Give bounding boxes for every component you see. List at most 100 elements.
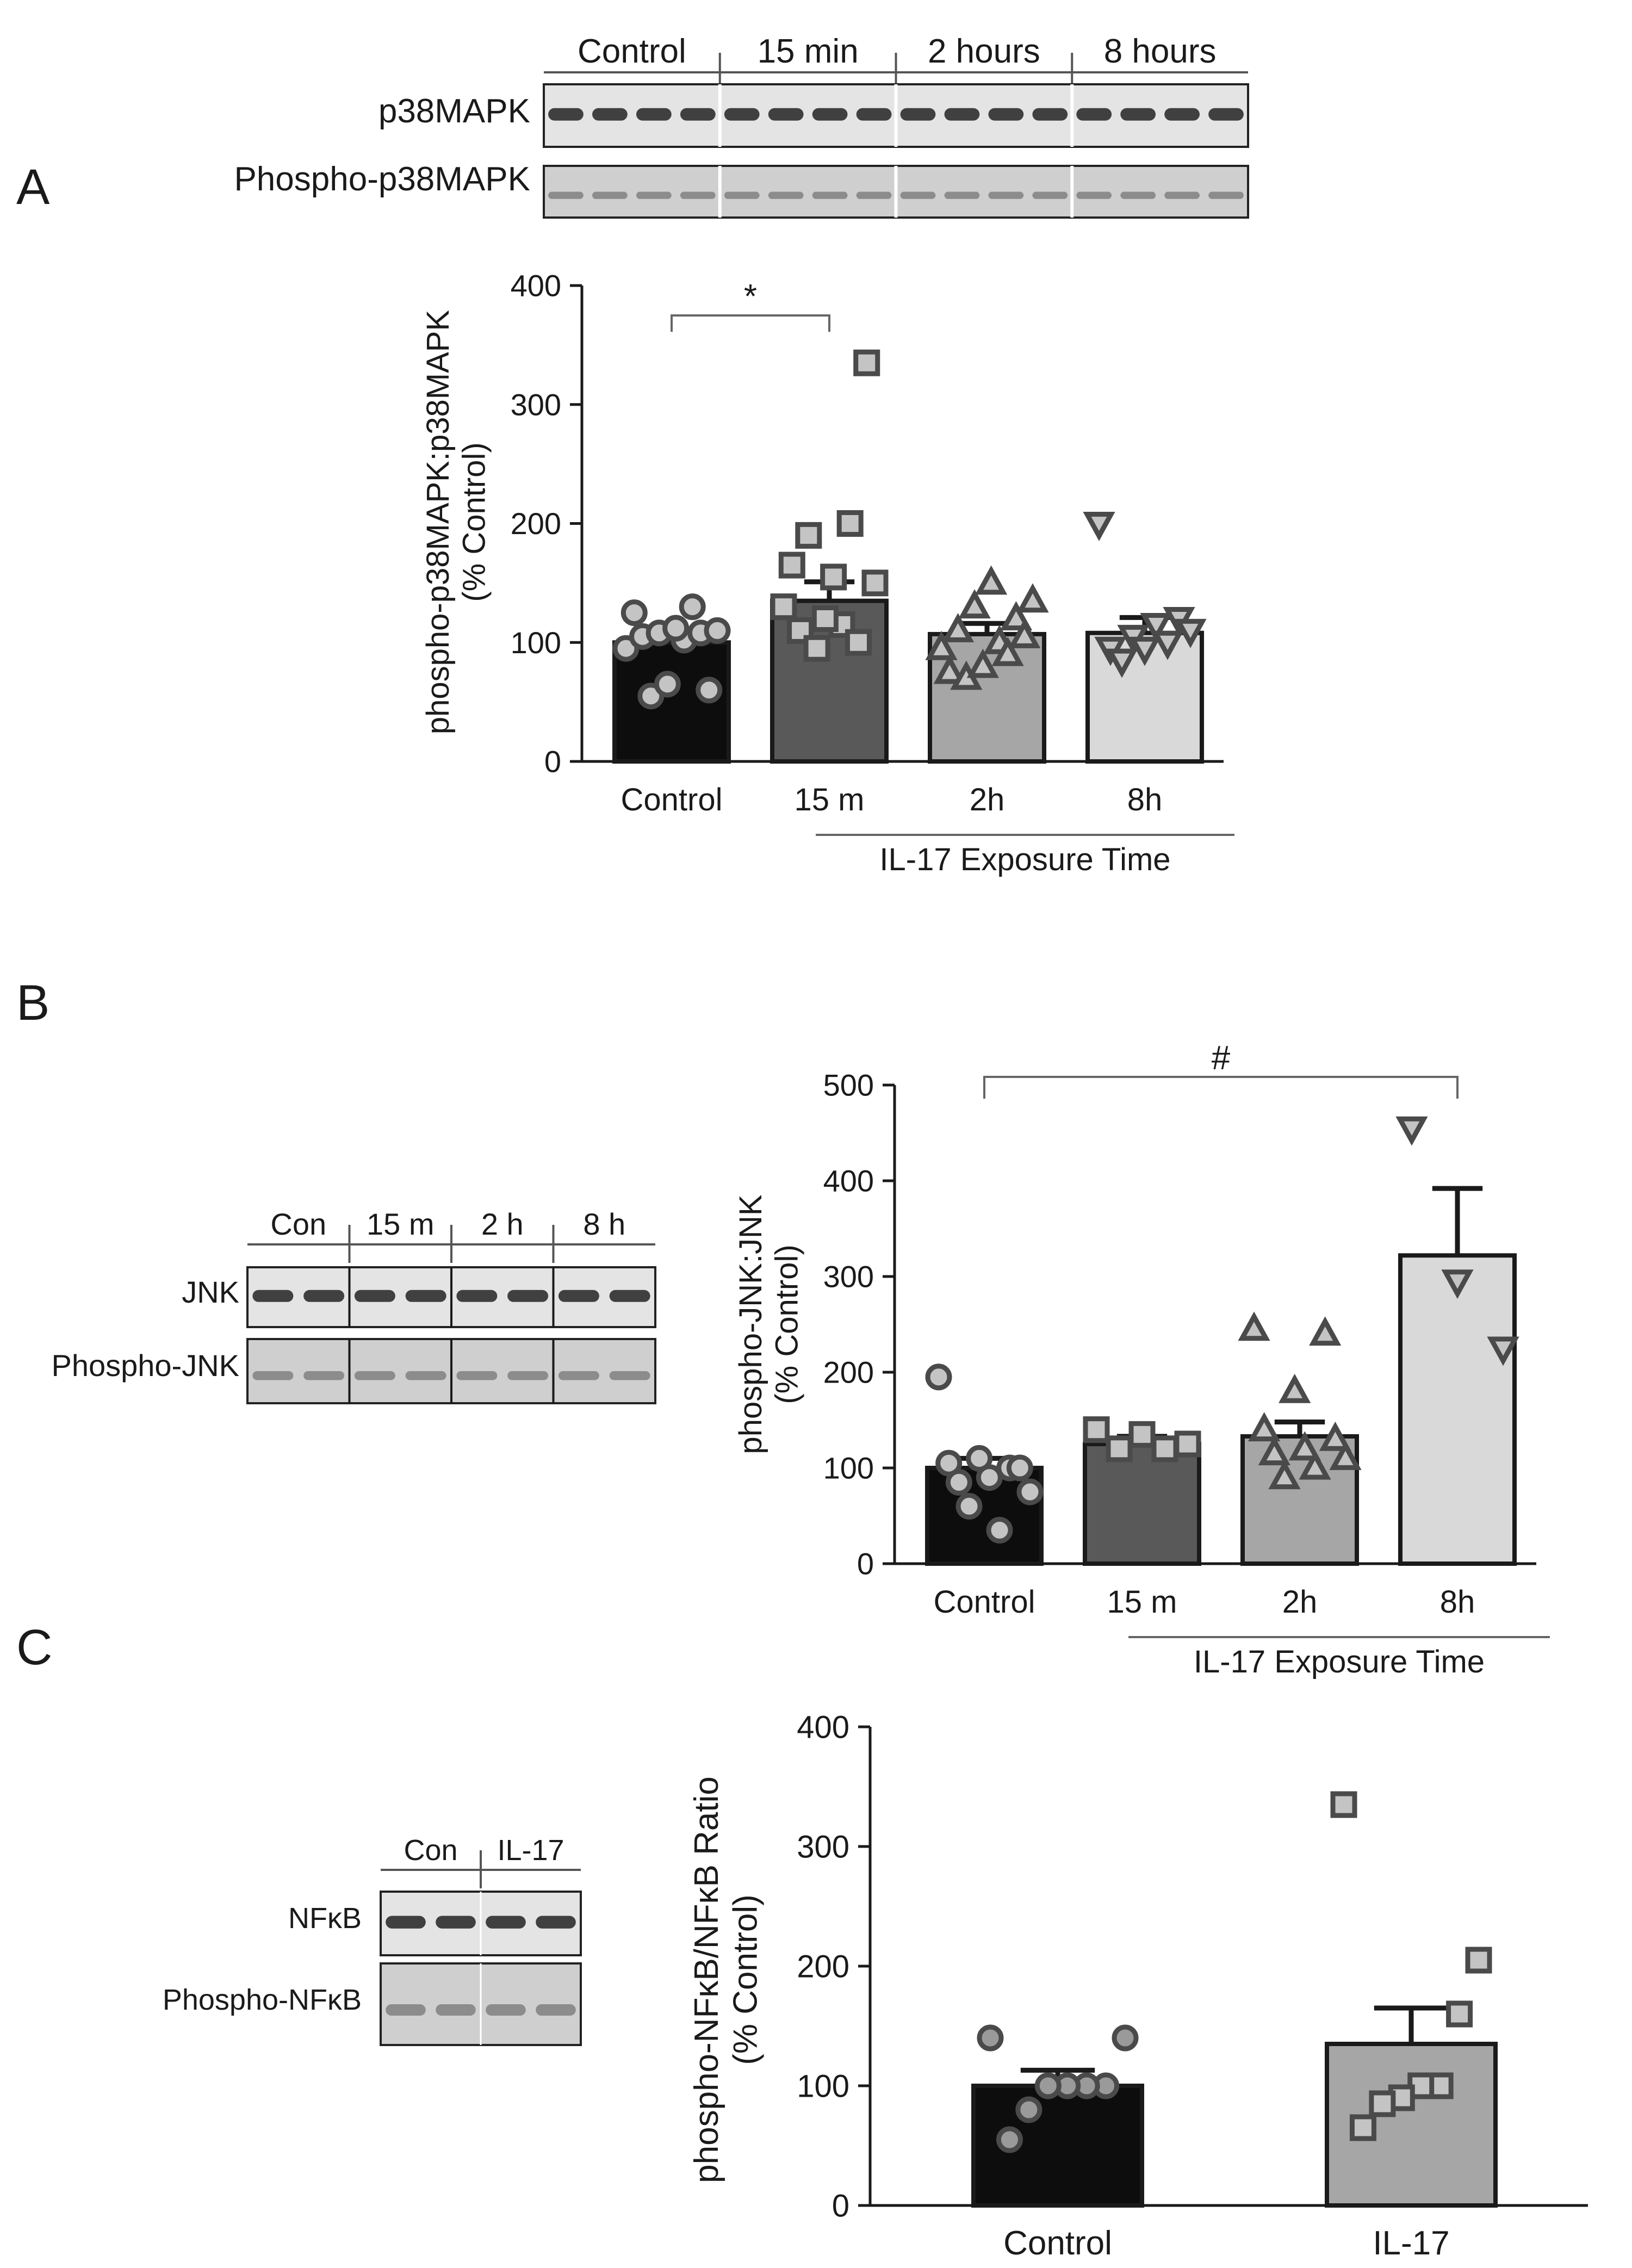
data-point bbox=[1238, 1311, 1270, 1341]
blot-band bbox=[436, 1916, 476, 1929]
data-point bbox=[1151, 1435, 1178, 1463]
data-point bbox=[795, 522, 822, 549]
data-point bbox=[1299, 1450, 1331, 1480]
data-point bbox=[1112, 2024, 1139, 2052]
blot-band bbox=[354, 1371, 395, 1380]
blot-band bbox=[1120, 191, 1156, 199]
blot-band bbox=[944, 108, 980, 121]
data-point bbox=[977, 2024, 1004, 2052]
data-point bbox=[1395, 1116, 1428, 1146]
data-point bbox=[1128, 636, 1161, 666]
data-point bbox=[1008, 618, 1041, 648]
blot-row-label: JNK bbox=[182, 1275, 239, 1309]
data-point bbox=[803, 635, 830, 662]
data-point bbox=[778, 551, 805, 579]
blot-band bbox=[507, 1290, 549, 1302]
x-tick-label: IL-17 bbox=[1373, 2224, 1449, 2262]
data-point bbox=[1083, 512, 1115, 541]
blot-group-label: IL-17 bbox=[497, 1834, 564, 1867]
data-point bbox=[1106, 1435, 1133, 1463]
blot-band bbox=[680, 108, 716, 121]
y-tick-label: 100 bbox=[797, 2068, 849, 2104]
data-point bbox=[941, 613, 975, 642]
data-point bbox=[925, 630, 958, 660]
exposure-bracket-label: IL-17 Exposure Time bbox=[879, 842, 1170, 877]
y-tick-label: 100 bbox=[511, 625, 561, 660]
blot-band bbox=[1076, 108, 1112, 121]
y-axis-label-line: (% Control) bbox=[770, 1244, 805, 1404]
data-point bbox=[704, 617, 731, 644]
significance-bracket bbox=[671, 314, 830, 332]
blot-band bbox=[548, 108, 584, 121]
blot-band bbox=[988, 191, 1024, 199]
blot-group-label: 2 hours bbox=[928, 33, 1040, 70]
blot-band bbox=[724, 108, 760, 121]
blot-band bbox=[548, 191, 584, 199]
data-point bbox=[1015, 2096, 1043, 2123]
y-tick-label: 0 bbox=[832, 2188, 849, 2223]
data-point bbox=[1446, 2000, 1473, 2028]
data-point bbox=[853, 349, 880, 376]
y-axis-label: phospho-p38MAPK:p38MAPK(% Control) bbox=[420, 310, 492, 735]
blot-band bbox=[768, 108, 804, 121]
blot-band bbox=[812, 108, 848, 121]
data-point bbox=[1016, 583, 1049, 613]
data-point bbox=[1330, 1791, 1357, 1818]
blot-row-label: p38MAPK bbox=[378, 92, 530, 130]
blot-band bbox=[303, 1290, 345, 1302]
panel-letter-B: B bbox=[16, 975, 49, 1031]
x-tick-label: 2h bbox=[1282, 1584, 1318, 1620]
blot-band bbox=[900, 191, 936, 199]
y-tick-label: 200 bbox=[511, 506, 561, 541]
significance-symbol: * bbox=[744, 278, 757, 315]
y-tick-label: 300 bbox=[511, 387, 561, 422]
blot-band bbox=[636, 191, 672, 199]
significance-symbol: # bbox=[1212, 1039, 1231, 1077]
data-point bbox=[1034, 2072, 1062, 2099]
blot-band bbox=[558, 1371, 599, 1380]
bar-chart-C: 0 100 200 300 400 phospho-NFκB/NFκB Ratio(% C… bbox=[688, 1709, 1588, 2262]
blot-band bbox=[252, 1371, 294, 1380]
x-tick-label: 15 m bbox=[1107, 1584, 1177, 1620]
data-point bbox=[1248, 1412, 1281, 1442]
blot-splice bbox=[348, 1267, 351, 1327]
blot-band bbox=[303, 1371, 345, 1380]
data-point bbox=[1279, 1373, 1311, 1403]
blot-group-label: Control bbox=[578, 33, 686, 70]
data-point bbox=[958, 589, 991, 619]
blot-band bbox=[724, 191, 760, 199]
y-tick-label: 0 bbox=[544, 745, 561, 779]
data-point bbox=[861, 569, 889, 597]
blot-band bbox=[988, 108, 1024, 121]
blot-band bbox=[1208, 108, 1244, 121]
western-blot-A: Control 15 min 2 hours 8 hours p38MAPK Phosph… bbox=[234, 33, 1249, 219]
blot-group-label: 8 h bbox=[583, 1207, 625, 1241]
blot-band bbox=[405, 1371, 446, 1380]
data-point bbox=[925, 1364, 952, 1391]
panel-letter-A: A bbox=[16, 159, 50, 215]
exposure-bracket-label: IL-17 Exposure Time bbox=[1194, 1644, 1485, 1680]
blot-splice bbox=[552, 1267, 555, 1327]
x-tick-label: 15 m bbox=[795, 782, 865, 817]
y-tick-label: 400 bbox=[797, 1709, 849, 1745]
blot-splice bbox=[894, 84, 898, 147]
data-point bbox=[1106, 648, 1138, 678]
data-point bbox=[945, 1468, 972, 1496]
blot-row-label: NFκB bbox=[288, 1902, 362, 1935]
significance-bracket bbox=[983, 1076, 1459, 1099]
x-tick-label: Control bbox=[1003, 2224, 1112, 2262]
bar bbox=[1083, 1442, 1201, 1566]
blot-splice bbox=[552, 1339, 555, 1403]
blot-band bbox=[507, 1371, 549, 1380]
y-axis-label: phospho-NFκB/NFκB Ratio(% Control) bbox=[688, 1776, 764, 2183]
blot-band bbox=[856, 108, 892, 121]
blot-band bbox=[486, 1916, 526, 1929]
data-point bbox=[770, 593, 797, 621]
blot-band bbox=[354, 1290, 395, 1302]
blot-splice bbox=[480, 1892, 482, 1955]
blot-splice bbox=[894, 166, 898, 218]
data-point bbox=[1441, 1269, 1474, 1299]
y-tick-label: 100 bbox=[823, 1451, 874, 1485]
y-tick-label: 400 bbox=[823, 1164, 874, 1198]
data-point bbox=[1140, 612, 1172, 642]
